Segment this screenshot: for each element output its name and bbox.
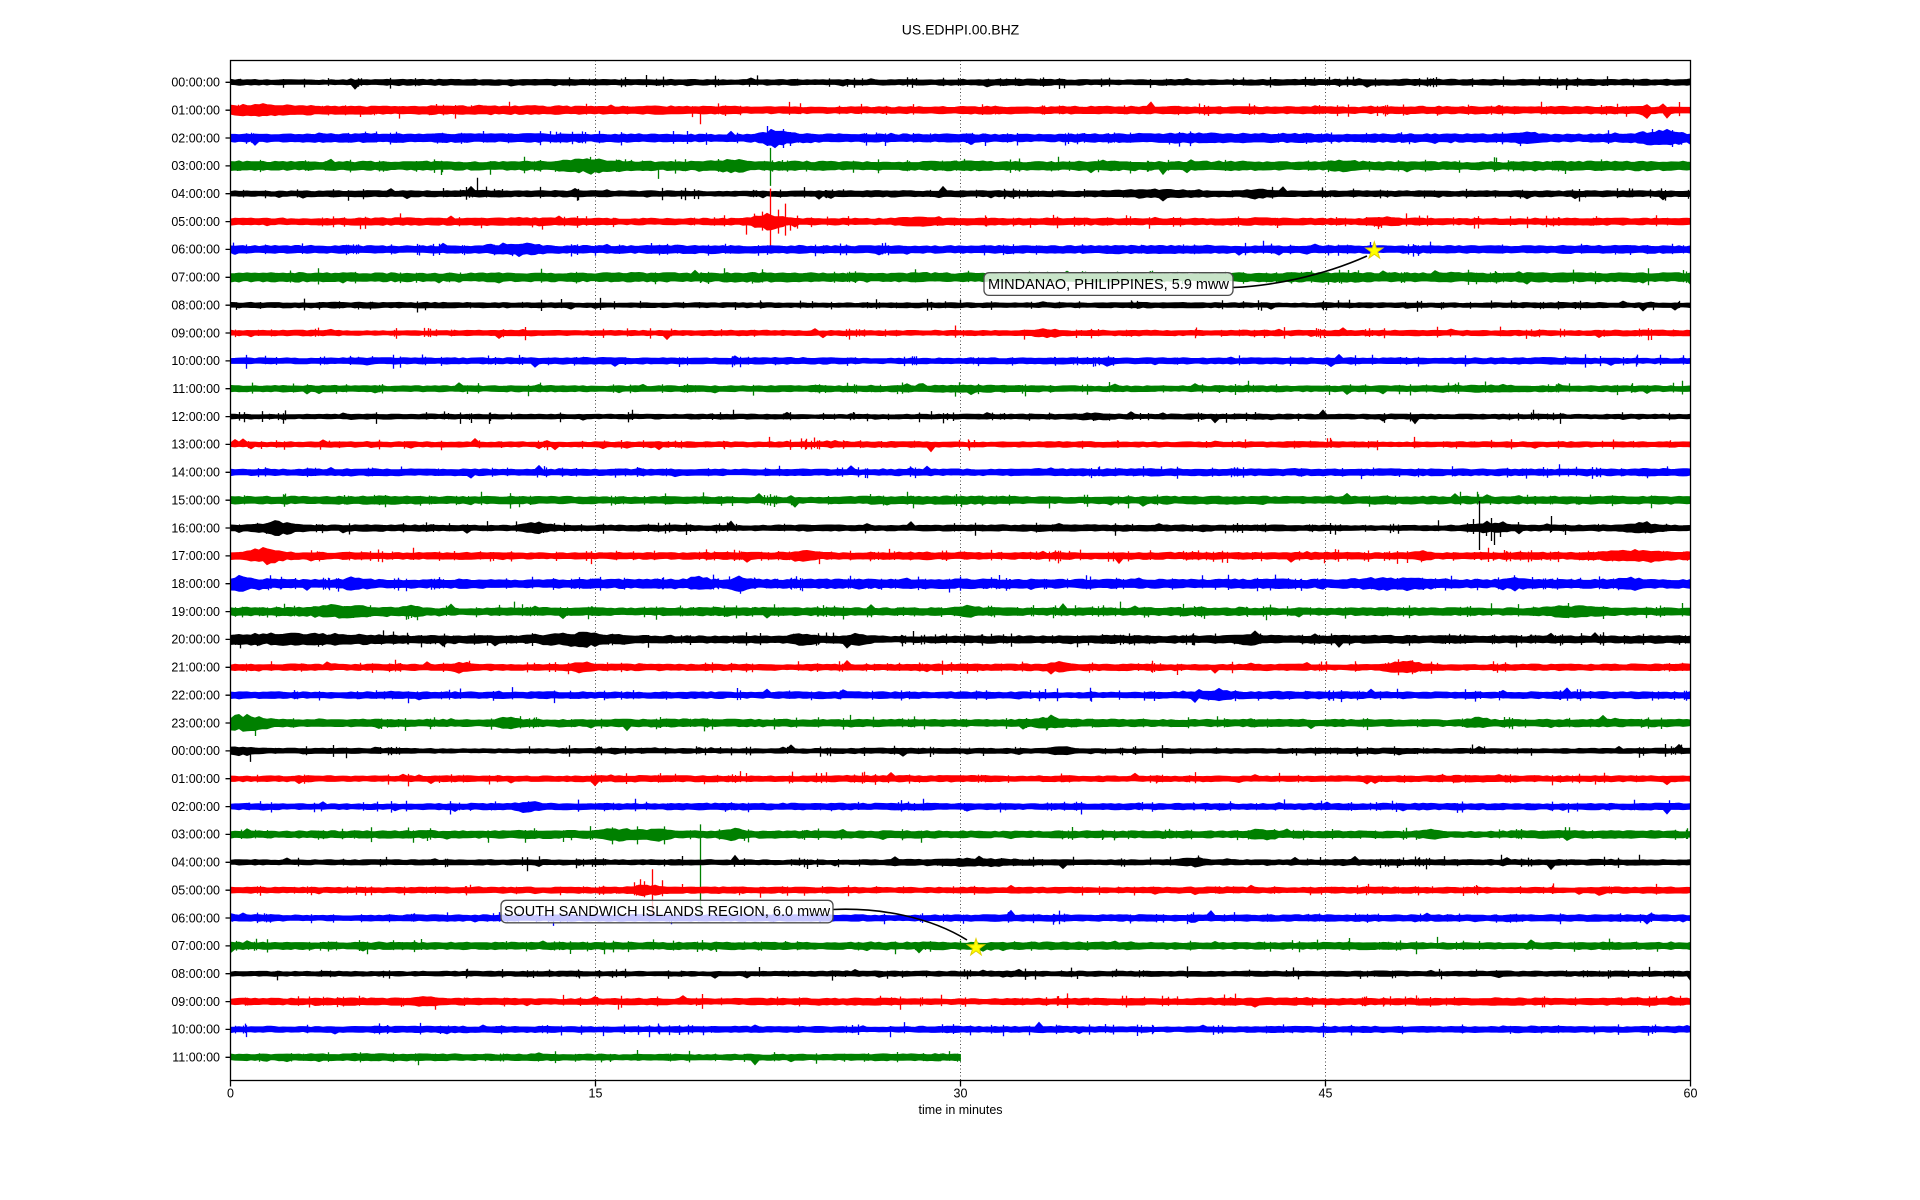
svg-text:08:00:00: 08:00:00 <box>171 299 220 313</box>
svg-text:05:00:00: 05:00:00 <box>171 215 220 229</box>
svg-text:20:00:00: 20:00:00 <box>171 633 220 647</box>
svg-text:04:00:00: 04:00:00 <box>171 856 220 870</box>
svg-text:45: 45 <box>1319 1087 1333 1101</box>
svg-text:02:00:00: 02:00:00 <box>171 131 220 145</box>
svg-text:23:00:00: 23:00:00 <box>171 716 220 730</box>
svg-text:21:00:00: 21:00:00 <box>171 661 220 675</box>
svg-text:04:00:00: 04:00:00 <box>171 187 220 201</box>
svg-text:10:00:00: 10:00:00 <box>171 1023 220 1037</box>
svg-text:15:00:00: 15:00:00 <box>171 494 220 508</box>
svg-text:time in minutes: time in minutes <box>918 1103 1002 1117</box>
svg-text:14:00:00: 14:00:00 <box>171 466 220 480</box>
svg-text:01:00:00: 01:00:00 <box>171 104 220 118</box>
svg-text:07:00:00: 07:00:00 <box>171 939 220 953</box>
svg-text:03:00:00: 03:00:00 <box>171 159 220 173</box>
svg-text:00:00:00: 00:00:00 <box>171 76 220 90</box>
svg-text:07:00:00: 07:00:00 <box>171 271 220 285</box>
svg-text:09:00:00: 09:00:00 <box>171 995 220 1009</box>
svg-text:11:00:00: 11:00:00 <box>172 1051 220 1065</box>
svg-text:60: 60 <box>1684 1087 1698 1101</box>
svg-text:MINDANAO, PHILIPPINES, 5.9 mww: MINDANAO, PHILIPPINES, 5.9 mww <box>988 277 1229 293</box>
svg-text:22:00:00: 22:00:00 <box>171 689 220 703</box>
svg-text:SOUTH SANDWICH ISLANDS REGION,: SOUTH SANDWICH ISLANDS REGION, 6.0 mww <box>504 904 831 920</box>
svg-text:12:00:00: 12:00:00 <box>171 410 220 424</box>
svg-text:13:00:00: 13:00:00 <box>171 438 220 452</box>
svg-text:15: 15 <box>589 1087 603 1101</box>
svg-text:09:00:00: 09:00:00 <box>171 326 220 340</box>
svg-text:06:00:00: 06:00:00 <box>171 911 220 925</box>
svg-text:01:00:00: 01:00:00 <box>171 772 220 786</box>
svg-text:03:00:00: 03:00:00 <box>171 828 220 842</box>
svg-text:00:00:00: 00:00:00 <box>171 744 220 758</box>
svg-text:0: 0 <box>227 1087 234 1101</box>
svg-text:10:00:00: 10:00:00 <box>171 354 220 368</box>
svg-text:18:00:00: 18:00:00 <box>171 577 220 591</box>
svg-text:30: 30 <box>954 1087 968 1101</box>
svg-text:US.EDHPI.00.BHZ: US.EDHPI.00.BHZ <box>902 22 1020 38</box>
svg-text:08:00:00: 08:00:00 <box>171 967 220 981</box>
svg-text:16:00:00: 16:00:00 <box>171 521 220 535</box>
svg-text:11:00:00: 11:00:00 <box>172 382 220 396</box>
svg-text:19:00:00: 19:00:00 <box>171 605 220 619</box>
svg-text:17:00:00: 17:00:00 <box>171 549 220 563</box>
svg-text:06:00:00: 06:00:00 <box>171 243 220 257</box>
svg-text:02:00:00: 02:00:00 <box>171 800 220 814</box>
svg-text:05:00:00: 05:00:00 <box>171 884 220 898</box>
